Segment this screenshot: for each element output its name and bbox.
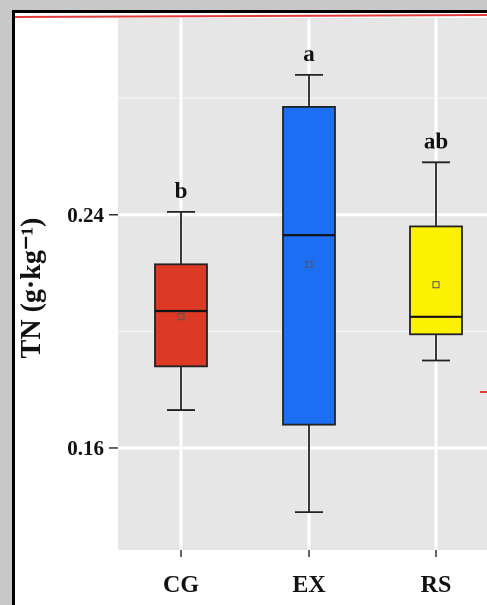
y-tick-label: 0.24 (67, 203, 104, 227)
x-tick-label-rs: RS (421, 572, 452, 598)
box-body (409, 225, 463, 336)
box-ex (282, 73, 336, 514)
axes: 0.16 0.24 (67, 203, 437, 557)
box-rs (409, 161, 463, 362)
box-body (154, 263, 208, 368)
labels: b CG a EX ab RS (163, 41, 451, 598)
y-tick-label: 0.16 (67, 436, 104, 460)
mean-marker (432, 281, 440, 289)
significance-label-ex: a (303, 41, 315, 66)
mean-marker (177, 313, 185, 321)
x-tick-label-cg: CG (163, 572, 199, 598)
significance-label-rs: ab (424, 128, 448, 153)
x-tick-label-ex: EX (292, 572, 326, 598)
top-red-rule (14, 14, 487, 18)
boxes (154, 73, 463, 514)
mean-marker (305, 260, 313, 268)
box-cg (154, 210, 208, 411)
significance-label-cg: b (175, 178, 188, 203)
box-body (282, 106, 336, 426)
y-axis-title: TN (g·kg⁻¹) (16, 218, 47, 359)
